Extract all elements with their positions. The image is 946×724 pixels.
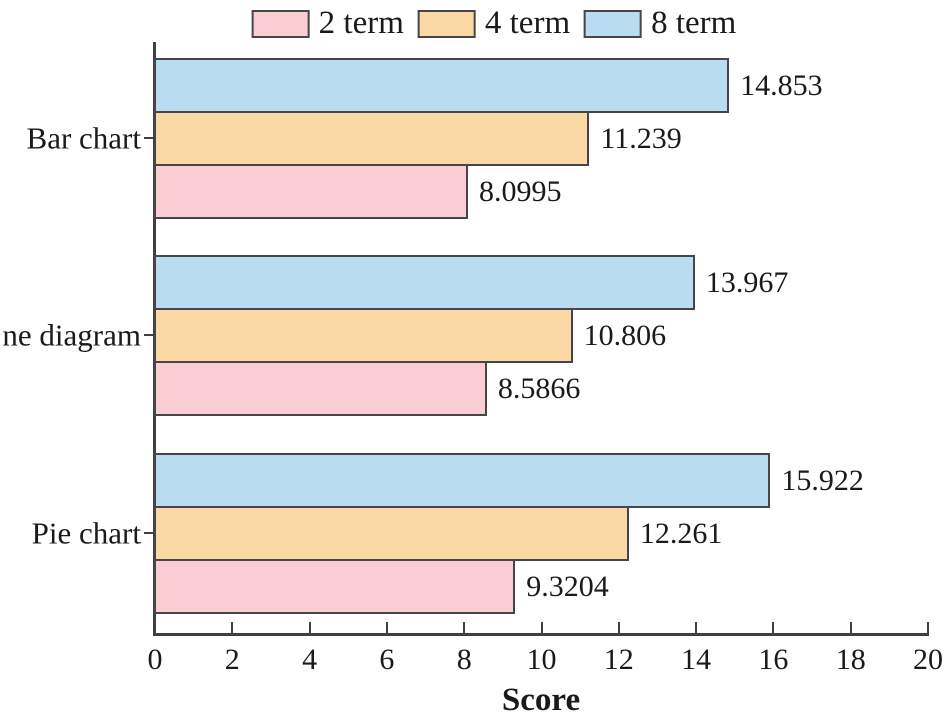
bar-value-label: 13.967: [705, 265, 789, 299]
legend-label: 2 term: [318, 5, 404, 41]
x-tick-label: 14: [681, 643, 712, 676]
x-tick: [927, 622, 929, 633]
x-tick: [463, 622, 466, 633]
x-axis-line: [153, 633, 929, 636]
category-tick: [144, 136, 153, 139]
bar: [154, 506, 629, 561]
x-tick-label: 2: [224, 643, 240, 676]
x-axis-title: Score: [501, 682, 581, 718]
x-tick: [772, 622, 775, 633]
legend: 2 term 4 term 8 term: [251, 5, 736, 41]
legend-label: 4 term: [484, 5, 571, 41]
legend-swatch: [417, 9, 476, 38]
category-label: ne diagram: [2, 317, 141, 352]
x-tick-label: 12: [603, 643, 634, 676]
x-tick: [617, 622, 620, 633]
bar-value-label: 8.5866: [497, 371, 581, 405]
legend-swatch: [584, 9, 643, 38]
category-tick: [144, 531, 153, 534]
x-tick: [540, 622, 543, 633]
x-tick-label: 4: [302, 643, 318, 676]
legend-item: 2 term: [251, 5, 404, 41]
legend-item: 4 term: [417, 5, 571, 41]
bar-value-label: 10.806: [583, 318, 667, 352]
x-tick: [849, 622, 852, 633]
bar: [154, 111, 590, 166]
x-tick: [695, 622, 698, 633]
legend-item: 8 term: [584, 7, 736, 40]
x-tick-label: 0: [147, 643, 163, 676]
bar: [154, 308, 573, 363]
bar-value-label: 12.261: [639, 516, 723, 550]
bar: [154, 58, 730, 113]
x-tick-label: 10: [526, 643, 557, 676]
bar-value-label: 11.239: [600, 121, 682, 155]
legend-label: 8 term: [651, 5, 737, 41]
bar: [154, 453, 771, 508]
category-tick: [144, 333, 153, 336]
x-tick: [308, 622, 311, 633]
bar-value-label: 8.0995: [479, 174, 562, 208]
bar-value-label: 14.853: [740, 68, 823, 102]
bar-value-label: 9.3204: [526, 569, 609, 603]
bar: [154, 255, 695, 310]
bar: [154, 164, 469, 219]
bar: [154, 361, 487, 416]
x-tick-label: 20: [913, 643, 943, 676]
bar-value-label: 15.922: [781, 463, 864, 497]
x-tick: [385, 622, 388, 633]
category-label: Pie chart: [31, 515, 141, 550]
x-tick-label: 16: [758, 643, 789, 676]
bar: [154, 559, 516, 614]
category-label: Bar chart: [26, 120, 141, 155]
x-tick: [231, 622, 234, 633]
x-tick-label: 6: [379, 643, 395, 676]
x-tick-label: 8: [456, 643, 472, 676]
legend-swatch: [251, 9, 310, 38]
x-tick-label: 18: [835, 643, 866, 676]
